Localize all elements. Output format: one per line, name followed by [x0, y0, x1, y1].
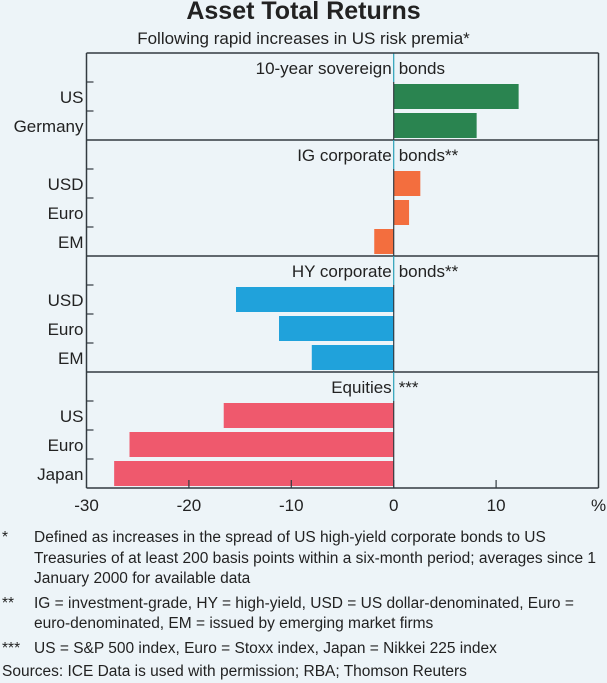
footnotes: * Defined as increases in the spread of … — [0, 528, 607, 683]
footnote-mark: ** — [2, 594, 15, 612]
x-tick-label: -30 — [74, 496, 99, 515]
category-label: US — [60, 407, 84, 426]
panel-title-right: bonds** — [399, 146, 459, 165]
category-label: USD — [48, 291, 84, 310]
footnote-text: US = S&P 500 index, Euro = Stoxx index, … — [34, 639, 497, 657]
category-label: Japan — [37, 465, 83, 484]
bar — [393, 200, 410, 225]
category-label: EM — [58, 349, 84, 368]
bar — [393, 113, 477, 138]
bar — [311, 345, 394, 370]
bar — [236, 287, 394, 312]
footnote-text: Defined as increases in the spread of US… — [34, 529, 597, 587]
panel-title-left: 10-year sovereign — [256, 59, 392, 78]
category-label: Euro — [48, 320, 84, 339]
x-unit-label: % — [591, 496, 606, 515]
panel-title-right: bonds** — [399, 262, 459, 281]
x-tick-label: 10 — [487, 496, 506, 515]
bar — [393, 171, 421, 196]
category-label: EM — [58, 233, 84, 252]
panel-title-left: HY corporate — [292, 262, 392, 281]
panel-title-right: bonds — [399, 59, 445, 78]
footnote-1: * Defined as increases in the spread of … — [0, 528, 607, 590]
bar — [223, 403, 394, 428]
bar — [129, 432, 394, 457]
sources: Sources: ICE Data is used with permissio… — [2, 663, 467, 680]
bar-chart: 10-year sovereign bonds US Germany IG corpor… — [14, 52, 606, 515]
x-tick-label: -10 — [279, 496, 304, 515]
category-label: Euro — [48, 436, 84, 455]
category-label: USD — [48, 175, 84, 194]
footnote-mark: * — [2, 529, 9, 546]
chart-title: Asset Total Returns — [186, 0, 421, 25]
footnote-mark: *** — [2, 639, 21, 657]
bar — [114, 461, 394, 486]
panel-title-left: Equities — [331, 378, 391, 397]
bar — [393, 84, 519, 109]
x-tick-label: -20 — [177, 496, 202, 515]
footnote-text: IG = investment-grade, HY = high-yield, … — [34, 594, 574, 633]
footnote-2: ** IG = investment-grade, HY = high-yiel… — [0, 594, 607, 635]
footnote-3: *** US = S&P 500 index, Euro = Stoxx ind… — [0, 639, 607, 660]
category-label: US — [60, 88, 84, 107]
panel-title-left: IG corporate — [297, 146, 392, 165]
panel-title-right: *** — [399, 378, 419, 397]
bar — [374, 229, 394, 254]
category-label: Germany — [14, 117, 84, 136]
bar — [279, 316, 394, 341]
x-tick-label: 0 — [389, 496, 398, 515]
category-label: Euro — [48, 204, 84, 223]
chart-subtitle: Following rapid increases in US risk pre… — [137, 29, 470, 48]
